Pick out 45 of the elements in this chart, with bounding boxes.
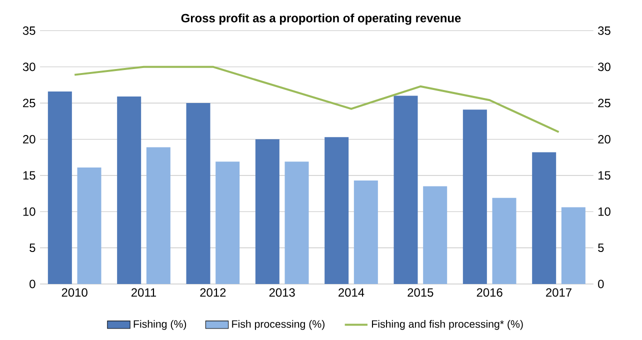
line-series: [74, 66, 560, 133]
bar: [284, 162, 309, 284]
bar: [77, 167, 102, 284]
y-tick-label: 5: [30, 244, 36, 252]
bar: [423, 186, 448, 284]
y-tick-label: 10: [23, 207, 36, 216]
bar: [255, 139, 280, 284]
x-tick-label: 2010: [62, 288, 88, 297]
y-tick-label: 15: [23, 171, 36, 180]
chart-title: Gross profit as a proportion of operating revenue: [181, 14, 461, 25]
y2-tick-label: 35: [598, 26, 610, 35]
y2-tick-label: 10: [598, 207, 610, 216]
bar: [394, 96, 418, 284]
bar: [117, 96, 142, 284]
x-tick-label: 2012: [200, 288, 226, 297]
y-tick-label: 20: [23, 135, 36, 144]
legend-label: Fish processing (%): [232, 320, 324, 330]
y-tick-label: 0: [30, 280, 36, 288]
y2-tick-label: 15: [598, 171, 610, 180]
y-tick-label: 30: [22, 62, 36, 72]
bar: [561, 207, 586, 284]
y2-tick-label: 30: [598, 62, 610, 72]
x-tick-label: 2011: [132, 288, 156, 297]
bar: [186, 103, 210, 284]
bar: [492, 198, 516, 284]
bar: [532, 152, 556, 284]
x-tick-label: 2014: [338, 288, 364, 297]
y2-tick-label: 5: [598, 244, 604, 252]
y2-tick-label: 20: [598, 134, 610, 144]
y-tick-label: 25: [23, 98, 36, 108]
x-tick-label: 2017: [546, 288, 572, 297]
y-tick-label: 35: [22, 26, 36, 35]
bar: [146, 147, 170, 284]
y2-tick-label: 25: [598, 98, 610, 108]
bar: [324, 137, 349, 284]
x-tick-label: 2015: [408, 288, 434, 297]
legend-label: Fishing and fish processing* (%): [372, 320, 523, 330]
x-tick-label: 2016: [476, 288, 502, 297]
bar: [48, 91, 72, 284]
bar: [462, 110, 487, 284]
bar: [354, 180, 378, 284]
bar: [216, 162, 240, 284]
legend-label: Fishing (%): [134, 320, 186, 330]
x-tick-label: 2013: [269, 288, 295, 297]
y2-tick-label: 0: [598, 280, 604, 288]
